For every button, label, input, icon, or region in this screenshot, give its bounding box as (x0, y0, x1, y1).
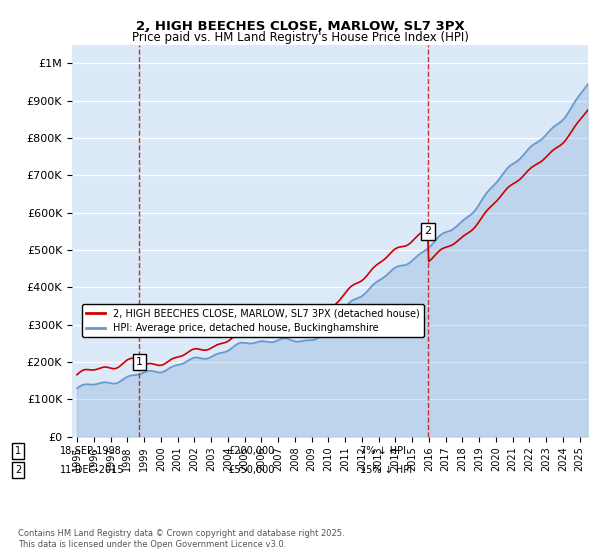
Text: 1: 1 (136, 357, 143, 367)
Text: 1: 1 (15, 446, 21, 456)
Text: Contains HM Land Registry data © Crown copyright and database right 2025.
This d: Contains HM Land Registry data © Crown c… (18, 529, 344, 549)
Text: 11-DEC-2015: 11-DEC-2015 (60, 465, 125, 475)
Text: 2: 2 (15, 465, 21, 475)
Text: £550,000: £550,000 (228, 465, 274, 475)
Text: 2, HIGH BEECHES CLOSE, MARLOW, SL7 3PX: 2, HIGH BEECHES CLOSE, MARLOW, SL7 3PX (136, 20, 464, 32)
Text: 18-SEP-1998: 18-SEP-1998 (60, 446, 122, 456)
Text: 2: 2 (424, 226, 431, 236)
Text: 15% ↓ HPI: 15% ↓ HPI (360, 465, 412, 475)
Text: 7% ↓ HPI: 7% ↓ HPI (360, 446, 406, 456)
Text: Price paid vs. HM Land Registry's House Price Index (HPI): Price paid vs. HM Land Registry's House … (131, 31, 469, 44)
Legend: 2, HIGH BEECHES CLOSE, MARLOW, SL7 3PX (detached house), HPI: Average price, det: 2, HIGH BEECHES CLOSE, MARLOW, SL7 3PX (… (82, 305, 424, 337)
Text: £200,000: £200,000 (228, 446, 274, 456)
